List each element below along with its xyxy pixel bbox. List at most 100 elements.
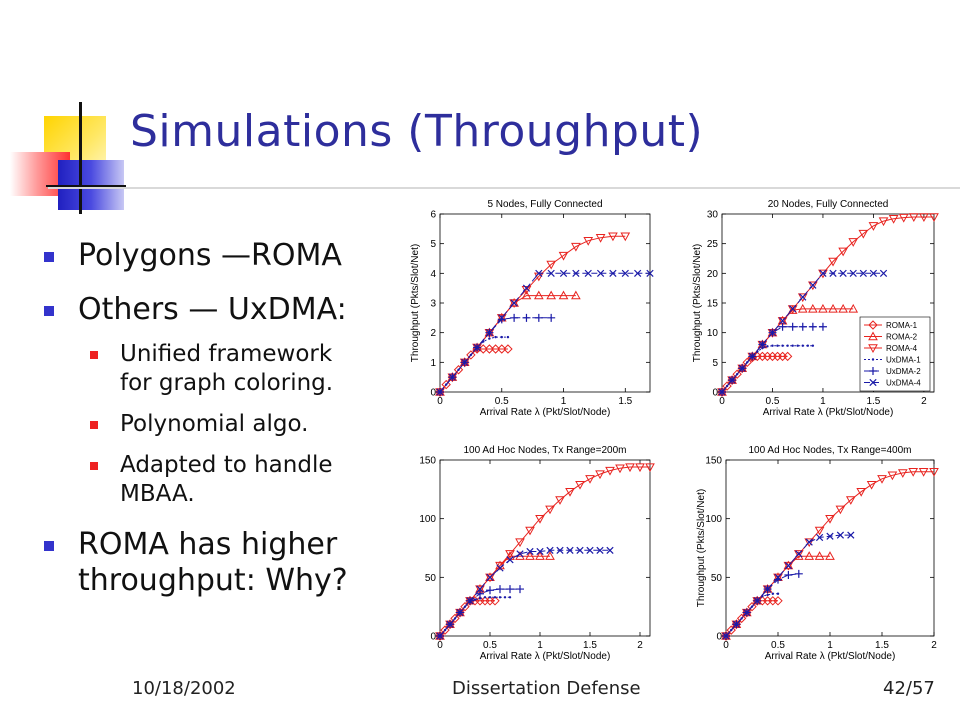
dot-marker <box>766 593 769 597</box>
plus-marker <box>506 585 514 594</box>
dot-marker <box>494 335 497 339</box>
triangle-down-marker <box>898 213 909 223</box>
x-tick-label: 1.5 <box>875 640 889 651</box>
x-marker <box>879 269 888 277</box>
x-tick-label: 1.5 <box>583 640 597 651</box>
diamond-marker <box>868 320 878 330</box>
dot-marker <box>473 598 477 601</box>
triangle-up-marker <box>525 551 535 560</box>
plus-marker <box>547 313 556 322</box>
dot-marker <box>503 596 507 599</box>
dot-marker <box>508 596 512 599</box>
x-tick-label: 0.5 <box>483 640 497 651</box>
diamond-marker <box>441 379 451 390</box>
plus-marker <box>476 589 484 598</box>
y-tick-label: 5 <box>430 239 436 250</box>
y-tick-label: 0 <box>430 388 436 399</box>
dot-marker <box>488 337 491 340</box>
y-tick-label: 2 <box>430 328 436 339</box>
triangle-down-marker <box>919 213 929 222</box>
x-marker <box>819 269 827 277</box>
dot-marker <box>776 344 779 347</box>
y-tick-label: 100 <box>419 514 436 525</box>
diamond-marker <box>742 357 752 368</box>
y-tick-label: 0 <box>712 388 718 399</box>
sub-bullet-item: Unified framework for graph coloring. <box>40 340 390 398</box>
x-marker <box>826 532 834 540</box>
y-tick-label: 15 <box>707 299 719 310</box>
x-tick-label: 1.5 <box>618 396 632 407</box>
dot-marker <box>806 344 810 347</box>
x-marker <box>456 608 464 617</box>
bullet-square-icon <box>44 306 54 316</box>
triangle-down-marker <box>525 526 535 536</box>
triangle-down-marker <box>808 281 818 291</box>
triangle-up-marker <box>808 303 818 313</box>
throughput-charts: 0 0.5 1 1.5 0 1 2 3 4 5 6 5 Nodes, Fully Connected A… <box>410 199 939 662</box>
dot-marker <box>786 344 789 347</box>
plus-marker <box>522 313 531 322</box>
diamond-marker <box>782 351 793 362</box>
triangle-down-marker <box>605 466 615 476</box>
footer-title: Dissertation Defense <box>452 678 641 699</box>
triangle-down-marker <box>485 573 495 583</box>
x-axis-label: Arrival Rate λ (Pkt/Slot/Node) <box>763 407 894 418</box>
x-marker <box>768 329 777 337</box>
footer-page-number: 42/57 <box>883 678 935 699</box>
y-tick-label: 0 <box>716 632 722 643</box>
triangle-down-marker <box>475 585 485 595</box>
triangle-up-marker <box>868 331 878 341</box>
triangle-down-marker <box>505 550 515 559</box>
x-tick-label: 0.5 <box>766 396 780 407</box>
y-tick-label: 0 <box>430 632 436 643</box>
chart-title: 20 Nodes, Fully Connected <box>768 199 889 210</box>
x-marker <box>596 269 605 277</box>
plot-frame <box>439 213 651 393</box>
x-marker <box>446 620 454 628</box>
bullet-square-icon <box>44 541 54 551</box>
dot-marker <box>796 344 799 347</box>
dot-marker <box>506 335 510 339</box>
triangle-down-marker <box>595 470 605 480</box>
diamond-marker <box>736 613 747 624</box>
triangle-down-marker <box>856 487 867 497</box>
bullet-item: Polygons —ROMA <box>40 238 390 274</box>
triangle-down-marker <box>509 299 519 309</box>
dot-marker <box>478 597 482 600</box>
legend-label: UxDMA-1 <box>886 356 921 365</box>
x-marker <box>789 305 797 313</box>
sub-bullet-item: Polynomial algo. <box>40 410 390 439</box>
dot-marker <box>811 344 815 347</box>
x-tick-label: 2 <box>637 640 643 651</box>
diamond-marker <box>490 344 501 354</box>
triangle-down-marker <box>828 257 838 267</box>
dot-marker <box>725 384 729 388</box>
diamond-marker <box>466 350 476 360</box>
bullet-list: Polygons —ROMA Others — UxDMA: Unified f… <box>40 238 390 617</box>
x-marker <box>722 632 730 640</box>
dot-marker <box>500 335 503 339</box>
y-tick-label: 4 <box>430 269 436 280</box>
x-tick-label: 1 <box>827 640 833 651</box>
x-marker <box>606 546 614 554</box>
y-tick-label: 25 <box>707 239 719 250</box>
triangle-down-marker <box>897 469 908 478</box>
x-marker <box>748 352 756 361</box>
triangle-down-marker <box>535 514 545 524</box>
triangle-down-marker <box>635 463 645 473</box>
diamond-marker <box>497 344 507 354</box>
x-axis-label: Arrival Rate λ (Pkt/Slot/Node) <box>480 407 611 418</box>
x-marker <box>869 378 877 387</box>
x-tick-label: 1 <box>561 396 567 407</box>
plus-marker <box>808 322 817 331</box>
x-marker <box>839 269 847 277</box>
x-marker <box>466 597 474 605</box>
triangle-down-marker <box>908 213 919 222</box>
dot-marker <box>771 592 774 595</box>
x-marker <box>436 632 444 640</box>
chart-panel: 0 0.5 1 1.5 0 1 2 3 4 5 6 5 Nodes, Fully Connected A… <box>410 199 654 418</box>
x-marker <box>461 358 469 366</box>
x-marker <box>584 269 592 277</box>
triangle-down-marker <box>571 242 581 252</box>
triangle-down-marker <box>496 314 507 323</box>
